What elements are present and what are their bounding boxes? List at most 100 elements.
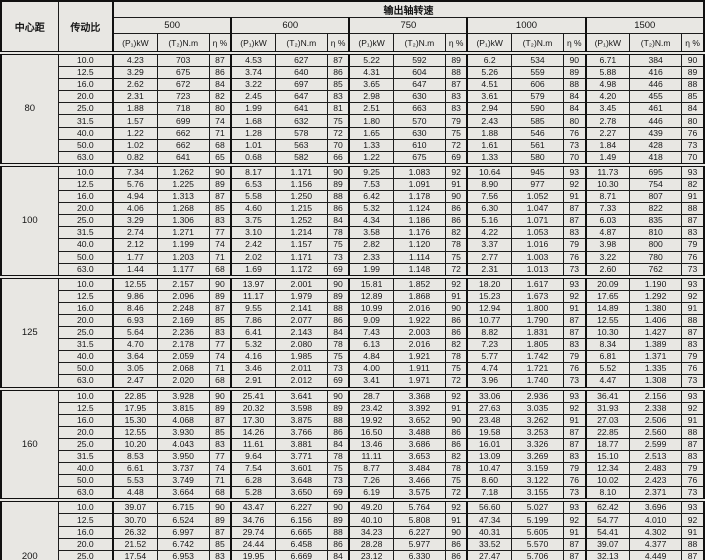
p-value-cell: 3.29 [112, 66, 158, 80]
eta-value-cell: 88 [444, 66, 468, 80]
eta-value-cell: 87 [563, 326, 587, 340]
eta-value-cell: 93 [563, 386, 587, 403]
eta-value-cell: 77 [208, 338, 232, 352]
p-value-cell: 6.81 [584, 350, 631, 364]
p-value-cell: 10.30 [584, 177, 631, 192]
t-value-cell: 1.868 [392, 289, 446, 303]
t-value-cell: 800 [629, 238, 683, 252]
eta-value-cell: 75 [326, 238, 350, 252]
eta-value-cell: 86 [444, 549, 468, 560]
eta-col-header: η % [208, 33, 232, 54]
t-value-cell: 3.035 [510, 401, 565, 415]
p-value-cell: 2.94 [466, 102, 512, 116]
t-value-cell: 1.178 [392, 190, 446, 204]
t-value-cell: 3.122 [510, 474, 565, 488]
speed-column-header: 1000 [466, 17, 587, 34]
p-value-cell: 5.26 [466, 66, 512, 80]
p-value-cell: 2.33 [348, 250, 394, 264]
p-value-cell: 5.22 [348, 51, 394, 68]
p-value-cell: 8.10 [584, 486, 631, 501]
t-value-cell: 2.012 [274, 374, 328, 390]
p-value-cell: 2.31 [112, 90, 158, 104]
p-value-cell: 5.32 [230, 338, 276, 352]
table-row: 16.0 4.94 1.313 87 5.58 1.250 88 6.42 1.178 90 7.5… [1, 190, 705, 204]
t-value-cell: 4.043 [156, 437, 210, 452]
table-row: 31.5 4.70 2.178 77 5.32 2.080 78 6.13 2.016 82 7.2… [1, 338, 705, 352]
eta-value-cell: 77 [208, 449, 232, 464]
speed-column-header: 750 [348, 17, 468, 34]
p-value-cell: 54.77 [584, 513, 631, 527]
table-row: 63.0 2.47 2.020 68 2.91 2.012 69 3.41 1.971 72 3.9… [1, 374, 705, 390]
ratio-cell: 25.0 [57, 326, 114, 340]
eta-value-cell: 92 [444, 274, 468, 291]
eta-value-cell: 73 [563, 262, 587, 278]
p-value-cell: 8.17 [230, 162, 276, 179]
t-value-cell: 1.742 [510, 350, 565, 364]
t-value-cell: 697 [274, 78, 328, 92]
table-row: 40.0 3.64 2.059 74 4.16 1.985 75 4.84 1.921 78 5.7… [1, 350, 705, 364]
t-value-cell: 3.269 [510, 449, 565, 464]
p-value-cell: 1.49 [584, 150, 631, 166]
eta-value-cell: 80 [681, 114, 705, 128]
p-value-cell: 2.98 [348, 90, 394, 104]
p-value-cell: 17.95 [112, 401, 158, 415]
t-value-cell: 5.977 [392, 537, 446, 551]
eta-value-cell: 92 [681, 401, 705, 415]
p-value-cell: 54.41 [584, 525, 631, 539]
eta-value-cell: 81 [326, 102, 350, 116]
t-value-cell: 3.484 [392, 462, 446, 476]
ratio-cell: 16.0 [57, 78, 114, 92]
speed-header-row: 500 600 750 1000 1500 [1, 17, 705, 34]
t-value-cell: 1.313 [156, 190, 210, 204]
t-value-cell: 1.071 [510, 214, 565, 228]
eta-value-cell: 69 [326, 262, 350, 278]
p-value-cell: 39.07 [112, 498, 158, 515]
eta-value-cell: 93 [681, 498, 705, 515]
eta-value-cell: 91 [444, 401, 468, 415]
table-row: 31.5 8.53 3.950 77 9.64 3.771 78 11.11 3.653 82 13… [1, 449, 705, 464]
p-value-cell: 2.31 [466, 262, 512, 278]
ratio-cell: 16.0 [57, 190, 114, 204]
p-value-cell: 31.93 [584, 401, 631, 415]
p-value-cell: 17.30 [230, 413, 276, 427]
eta-value-cell: 75 [326, 462, 350, 476]
p-value-cell: 1.68 [230, 114, 276, 128]
t-value-cell: 1.157 [274, 238, 328, 252]
eta-value-cell: 93 [563, 498, 587, 515]
eta-value-cell: 69 [326, 374, 350, 390]
t-value-cell: 1.120 [392, 238, 446, 252]
p-value-cell: 11.17 [230, 289, 276, 303]
eta-value-cell: 85 [208, 202, 232, 216]
t-value-cell: 3.875 [274, 413, 328, 427]
ratio-cell: 12.5 [57, 177, 114, 192]
t-value-cell: 2.157 [156, 274, 210, 291]
ratio-cell: 16.0 [57, 301, 114, 315]
eta-value-cell: 92 [444, 162, 468, 179]
t-value-cell: 461 [629, 102, 683, 116]
eta-value-cell: 78 [444, 462, 468, 476]
p-value-cell: 10.47 [466, 462, 512, 476]
p-value-cell: 36.41 [584, 386, 631, 403]
t-value-cell: 4.010 [629, 513, 683, 527]
eta-value-cell: 87 [563, 549, 587, 560]
p-value-cell: 17.65 [584, 289, 631, 303]
p-value-cell: 6.13 [348, 338, 394, 352]
t-value-cell: 641 [156, 150, 210, 166]
p-value-cell: 1.88 [112, 102, 158, 116]
eta-value-cell: 68 [208, 486, 232, 501]
eta-value-cell: 89 [208, 177, 232, 192]
eta-value-cell: 87 [326, 51, 350, 68]
t-value-cell: 2.423 [629, 474, 683, 488]
t-value-cell: 3.815 [156, 401, 210, 415]
p-value-cell: 7.23 [466, 338, 512, 352]
t-value-cell: 2.371 [629, 486, 683, 501]
p-value-cell: 6.03 [584, 214, 631, 228]
eta-value-cell: 91 [681, 190, 705, 204]
table-row: 80 10.0 4.23 703 87 4.53 627 87 5.22 592 89 6.2 534 9… [0, 51, 705, 166]
t-value-cell: 590 [510, 102, 565, 116]
p-value-cell: 23.12 [348, 549, 394, 560]
eta-value-cell: 89 [208, 401, 232, 415]
t-value-cell: 455 [629, 90, 683, 104]
eta-value-cell: 83 [208, 437, 232, 452]
eta-value-cell: 93 [563, 162, 587, 179]
